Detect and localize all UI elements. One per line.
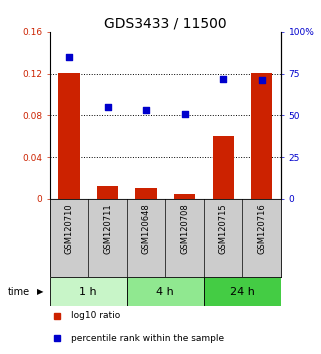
Text: percentile rank within the sample: percentile rank within the sample	[71, 333, 224, 343]
Title: GDS3433 / 11500: GDS3433 / 11500	[104, 17, 227, 31]
Point	[182, 111, 187, 116]
Bar	[127, 277, 204, 306]
Bar	[135, 188, 157, 199]
Bar	[251, 73, 272, 199]
Text: ▶: ▶	[37, 287, 43, 296]
Point	[259, 78, 264, 83]
Text: GSM120715: GSM120715	[219, 203, 228, 253]
Bar	[174, 194, 195, 199]
Bar	[58, 73, 80, 199]
Bar	[97, 187, 118, 199]
Text: 24 h: 24 h	[230, 287, 255, 297]
Text: GSM120711: GSM120711	[103, 203, 112, 253]
Point	[105, 104, 110, 110]
Text: GSM120708: GSM120708	[180, 203, 189, 254]
Point	[221, 76, 226, 81]
Text: 4 h: 4 h	[156, 287, 174, 297]
Text: 1 h: 1 h	[80, 287, 97, 297]
Bar	[50, 277, 127, 306]
Point	[66, 54, 72, 60]
Text: time: time	[8, 287, 30, 297]
Text: GSM120716: GSM120716	[257, 203, 266, 254]
Text: GSM120710: GSM120710	[65, 203, 74, 253]
Bar	[204, 277, 281, 306]
Point	[143, 108, 149, 113]
Bar	[213, 136, 234, 199]
Text: log10 ratio: log10 ratio	[71, 311, 120, 320]
Text: GSM120648: GSM120648	[142, 203, 151, 254]
